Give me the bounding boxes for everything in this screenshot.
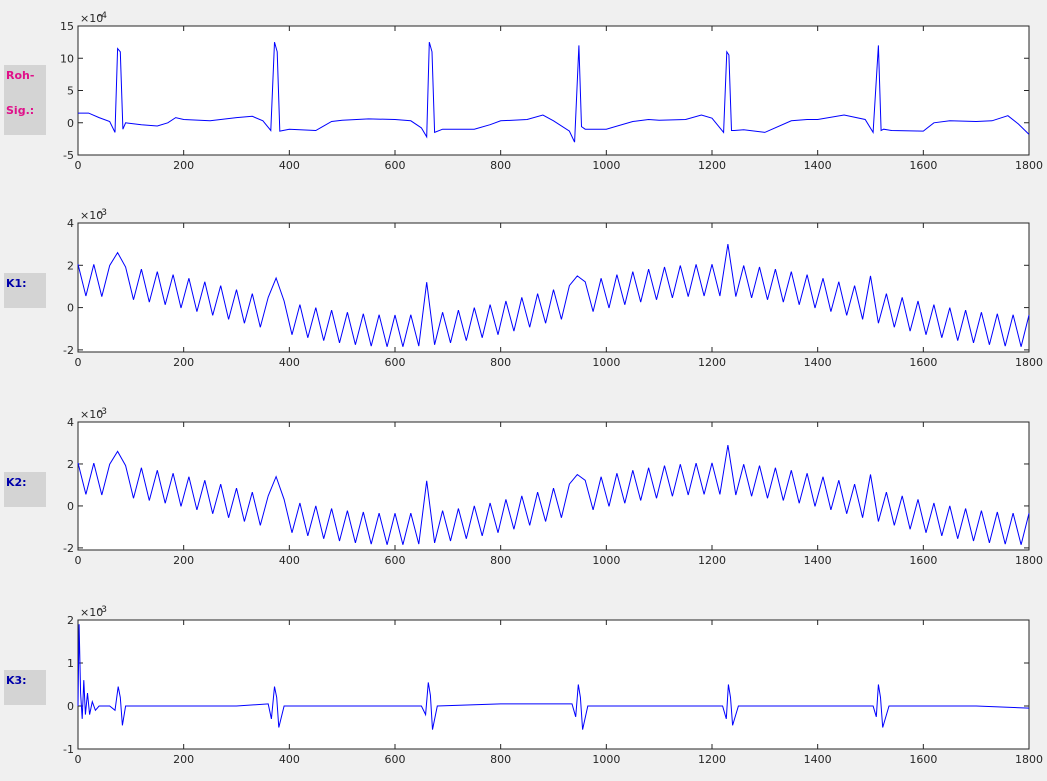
channel-label: K1: — [4, 273, 46, 308]
x-tick-label: 1000 — [592, 356, 620, 369]
x-tick-label: 1000 — [592, 753, 620, 766]
x-tick-label: 1200 — [698, 554, 726, 567]
x-tick-label: 1400 — [804, 753, 832, 766]
x-tick-label: 0 — [75, 753, 82, 766]
x-tick-label: 400 — [279, 554, 300, 567]
x-tick-label: 1400 — [804, 356, 832, 369]
y-tick-label: 4 — [67, 217, 74, 230]
channel-label: K2: — [4, 472, 46, 507]
signal-line — [77, 244, 1030, 347]
x-tick-label: 400 — [279, 356, 300, 369]
y-tick-label: 4 — [67, 416, 74, 429]
x-tick-label: 1400 — [804, 159, 832, 172]
x-tick-label: 1600 — [909, 356, 937, 369]
x-tick-label: 1000 — [592, 554, 620, 567]
channel-label: Roh- — [4, 65, 46, 100]
y-scale-exponent: -3 — [98, 208, 107, 218]
channel-label: K3: — [4, 670, 46, 705]
x-tick-label: 600 — [385, 554, 406, 567]
axes-background — [77, 222, 1030, 353]
x-tick-label: 1600 — [909, 753, 937, 766]
x-tick-label: 0 — [75, 554, 82, 567]
x-tick-label: 800 — [490, 159, 511, 172]
y-tick-label: -5 — [63, 149, 74, 162]
x-tick-label: 200 — [173, 753, 194, 766]
x-tick-label: 1600 — [909, 159, 937, 172]
x-tick-label: 1200 — [698, 159, 726, 172]
x-tick-label: 1800 — [1015, 554, 1043, 567]
y-scale-base: ×10 — [80, 408, 103, 421]
y-tick-label: 15 — [60, 20, 74, 33]
x-tick-label: 400 — [279, 159, 300, 172]
y-tick-label: 1 — [67, 657, 74, 670]
x-tick-label: 800 — [490, 554, 511, 567]
axes-background — [77, 421, 1030, 551]
x-tick-label: 200 — [173, 356, 194, 369]
x-tick-label: 200 — [173, 554, 194, 567]
signal-line — [78, 41, 1030, 143]
y-tick-label: 2 — [67, 614, 74, 627]
y-tick-label: 2 — [67, 458, 74, 471]
x-tick-label: 800 — [490, 753, 511, 766]
y-tick-label: -2 — [63, 344, 74, 357]
x-tick-label: 0 — [75, 159, 82, 172]
y-scale-exponent: -4 — [98, 11, 107, 21]
x-tick-label: 200 — [173, 159, 194, 172]
y-tick-label: 0 — [67, 500, 74, 513]
x-tick-label: 1600 — [909, 554, 937, 567]
axes-background — [77, 25, 1030, 156]
y-scale-exponent: -3 — [98, 407, 107, 417]
x-tick-label: 1000 — [592, 159, 620, 172]
x-tick-label: 1800 — [1015, 753, 1043, 766]
y-scale-base: ×10 — [80, 209, 103, 222]
y-tick-label: -2 — [63, 542, 74, 555]
x-tick-label: 600 — [385, 356, 406, 369]
x-tick-label: 1200 — [698, 356, 726, 369]
x-tick-label: 1800 — [1015, 159, 1043, 172]
y-tick-label: 10 — [60, 52, 74, 65]
signal-line — [77, 445, 1030, 545]
x-tick-label: 400 — [279, 753, 300, 766]
y-tick-label: 0 — [67, 302, 74, 315]
y-scale-base: ×10 — [80, 606, 103, 619]
y-scale-exponent: -3 — [98, 605, 107, 615]
x-tick-label: 800 — [490, 356, 511, 369]
axes-background — [77, 619, 1030, 750]
signal-line — [77, 624, 1030, 730]
y-tick-label: 0 — [67, 117, 74, 130]
x-tick-label: 600 — [385, 753, 406, 766]
x-tick-label: 1400 — [804, 554, 832, 567]
y-tick-label: 2 — [67, 259, 74, 272]
y-scale-base: ×10 — [80, 12, 103, 25]
y-tick-label: 5 — [67, 85, 74, 98]
x-tick-label: 0 — [75, 356, 82, 369]
x-tick-label: 1800 — [1015, 356, 1043, 369]
y-tick-label: 0 — [67, 700, 74, 713]
y-tick-label: -1 — [63, 743, 74, 756]
channel-label: Sig.: — [4, 100, 46, 135]
x-tick-label: 600 — [385, 159, 406, 172]
x-tick-label: 1200 — [698, 753, 726, 766]
